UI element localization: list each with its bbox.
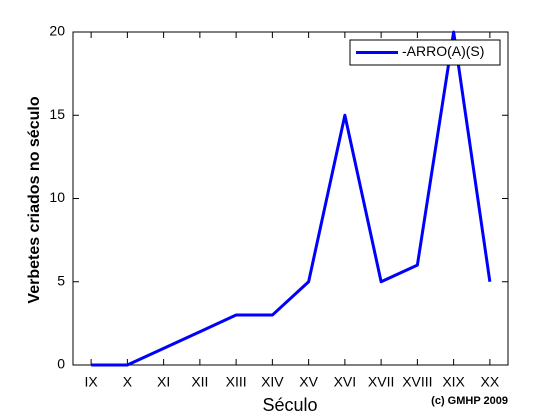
x-tick-label: XI [157,374,170,390]
x-tick-label: IX [85,374,99,390]
data-line [91,30,492,367]
y-tick-label: 20 [49,23,65,39]
x-tick-label: X [123,374,133,390]
legend-label: -ARRO(A)(S) [402,43,484,59]
y-axis-label: Verbetes criados no século [26,96,43,303]
plot-frame [72,31,509,366]
x-tick-label: XX [481,374,500,390]
x-tick-label: XVIII [402,374,432,390]
x-tick-label: XIX [442,374,465,390]
x-tick-label: XIII [226,374,247,390]
x-tick-label: XVII [368,374,394,390]
y-tick-label: 10 [49,189,65,205]
x-tick-label: XV [299,374,318,390]
y-tick-label: 0 [57,356,65,372]
y-tick-label: 5 [57,272,65,288]
y-tick-label: 15 [49,106,65,122]
x-tick-label: XIV [261,374,284,390]
x-tick-label: XVI [334,374,357,390]
x-axis-label: Século [262,395,317,415]
x-tick-label: XII [191,374,208,390]
copyright-note: (c) GMHP 2009 [431,395,508,407]
